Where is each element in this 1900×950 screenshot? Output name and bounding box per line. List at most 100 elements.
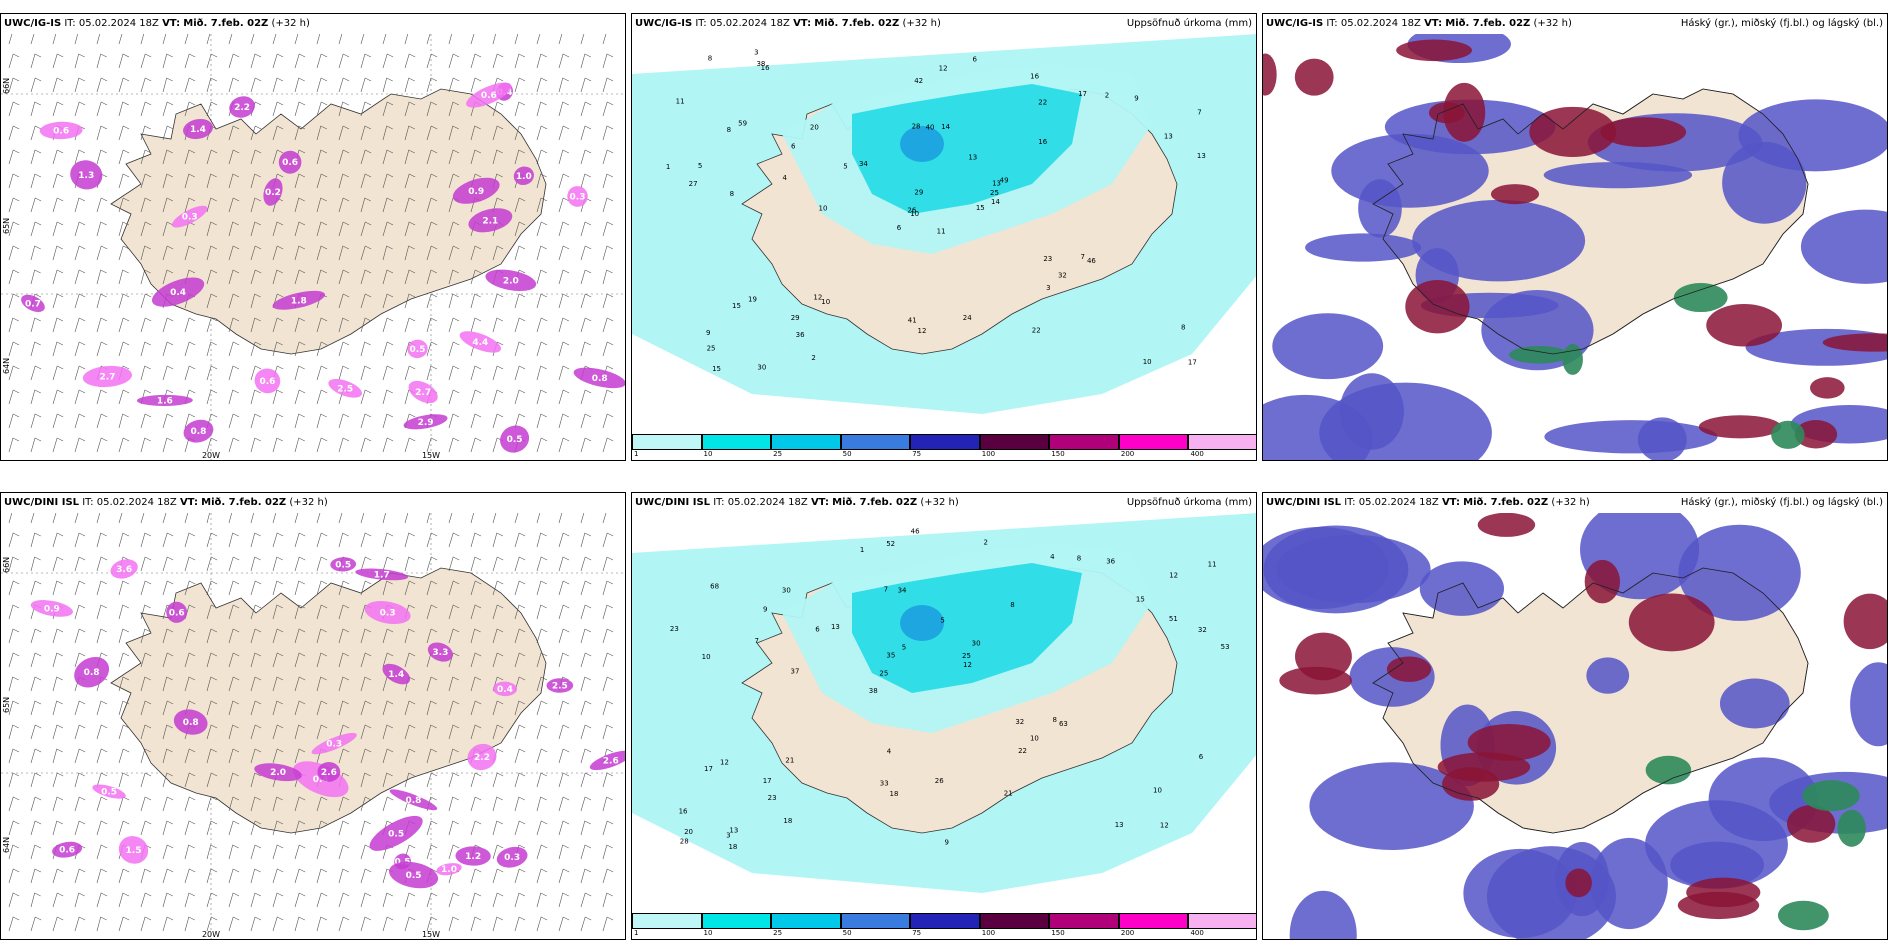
- wind-barb: [360, 389, 372, 405]
- legend-swatch: [771, 913, 841, 929]
- wind-barb: [404, 197, 416, 213]
- precip-value-label: 8: [727, 126, 731, 134]
- wind-barb: [536, 604, 547, 620]
- wind-barb: [162, 820, 173, 836]
- wind-barb: [140, 916, 152, 932]
- precip-value-label: 11: [937, 227, 946, 235]
- wind-barb: [580, 437, 592, 453]
- wind-barb: [558, 437, 570, 453]
- legend-tick-label: 150: [1051, 929, 1065, 937]
- wind-barb: [228, 413, 240, 429]
- wind-barb: [360, 772, 371, 788]
- wind-barb: [470, 245, 482, 261]
- wind-barb: [470, 269, 482, 285]
- precip-value-label: 22: [1038, 99, 1047, 107]
- wind-barb: [162, 796, 174, 812]
- wind-barb: [404, 293, 416, 309]
- wind-barb: [8, 796, 20, 812]
- wind-max-blob: [70, 160, 103, 190]
- wind-barb: [74, 365, 86, 381]
- wind-barb: [294, 317, 305, 333]
- wind-barb: [294, 796, 306, 812]
- wind-barb: [206, 844, 217, 860]
- wind-barb: [74, 652, 86, 668]
- wind-barb: [228, 724, 239, 740]
- high-cloud-area: [1477, 513, 1536, 537]
- wind-barb: [250, 413, 261, 429]
- precip-value-label: 7: [1197, 109, 1201, 117]
- wind-value-label: 0.7: [25, 299, 41, 309]
- wind-barb: [118, 245, 130, 261]
- wind-barb: [228, 604, 240, 620]
- wind-barb: [96, 700, 108, 716]
- wind-max-blob: [136, 394, 193, 406]
- wind-barb: [228, 916, 240, 932]
- wind-barb: [426, 820, 438, 836]
- wind-barb: [404, 748, 416, 764]
- wind-barb: [426, 365, 437, 381]
- wind-max-blob: [173, 709, 208, 735]
- wind-barb: [52, 269, 64, 285]
- model-name: UWC/IG-IS: [4, 18, 62, 29]
- latitude-label: 65N: [2, 218, 11, 234]
- wind-barb: [8, 197, 20, 213]
- wind-barb: [580, 868, 592, 884]
- wind-value-label: 0.9: [468, 187, 484, 197]
- wind-barb: [514, 604, 526, 620]
- panel-header: UWC/DINI ISL IT: 05.02.2024 18Z VT: Mið.…: [1263, 493, 1887, 513]
- wind-barb: [492, 724, 504, 740]
- wind-barb: [272, 868, 284, 884]
- wind-map: 0.3 0.5 0.5 0.4 0.5 0.8 1.5 1.2 0.3 1.0 0.6 0.6 0.4 0…: [1, 513, 625, 939]
- wind-barb: [360, 53, 372, 69]
- precip-value-label: 53: [1221, 643, 1230, 651]
- wind-barb: [118, 676, 130, 692]
- legend-tick-label: 100: [981, 450, 996, 458]
- wind-barb: [96, 796, 108, 812]
- mid-cloud-area: [1678, 524, 1801, 621]
- wind-barb: [536, 556, 548, 572]
- wind-barb: [602, 149, 614, 165]
- wind-barb: [514, 389, 526, 405]
- mid-cloud-area: [1738, 99, 1887, 172]
- wind-barb: [448, 628, 460, 644]
- wind-barb: [492, 125, 504, 141]
- wind-barb: [30, 628, 42, 644]
- precip-value-label: 20: [684, 828, 693, 836]
- wind-barb: [602, 77, 614, 93]
- wind-barb: [470, 796, 482, 812]
- wind-max-blob: [496, 846, 528, 868]
- wind-barb: [580, 844, 592, 860]
- wind-barb: [250, 269, 262, 285]
- wind-barb: [470, 437, 482, 453]
- precip-value-label: 9: [945, 839, 949, 847]
- wind-barb: [404, 149, 415, 165]
- wind-barb: [228, 513, 232, 524]
- wind-barb: [228, 221, 239, 237]
- wind-barb: [580, 772, 592, 788]
- precip-value-label: 4: [887, 747, 892, 755]
- wind-value-label: 1.7: [374, 570, 390, 580]
- wind-barb: [580, 604, 592, 620]
- wind-barb: [448, 796, 459, 812]
- wind-barb: [8, 365, 20, 381]
- legend-swatch: [840, 913, 911, 929]
- wind-barb: [536, 532, 547, 548]
- wind-barb: [514, 34, 519, 45]
- precip-value-label: 20: [810, 124, 819, 132]
- wind-barb: [514, 149, 525, 165]
- wind-barb: [8, 101, 20, 117]
- wind-barb: [448, 101, 460, 117]
- wind-barb: [184, 820, 196, 836]
- wind-barb: [558, 173, 570, 189]
- wind-barb: [272, 77, 284, 93]
- precip-value-label: 8: [1053, 716, 1057, 724]
- wind-barb: [338, 341, 350, 357]
- wind-barb: [558, 748, 570, 764]
- wind-barb: [52, 820, 63, 836]
- wind-value-label: 0.5: [406, 871, 422, 881]
- wind-barb: [96, 341, 108, 357]
- wind-max-blob: [311, 732, 357, 755]
- wind-max-blob: [110, 559, 138, 579]
- wind-barb: [8, 868, 20, 884]
- wind-value-label: 0.6: [282, 158, 298, 168]
